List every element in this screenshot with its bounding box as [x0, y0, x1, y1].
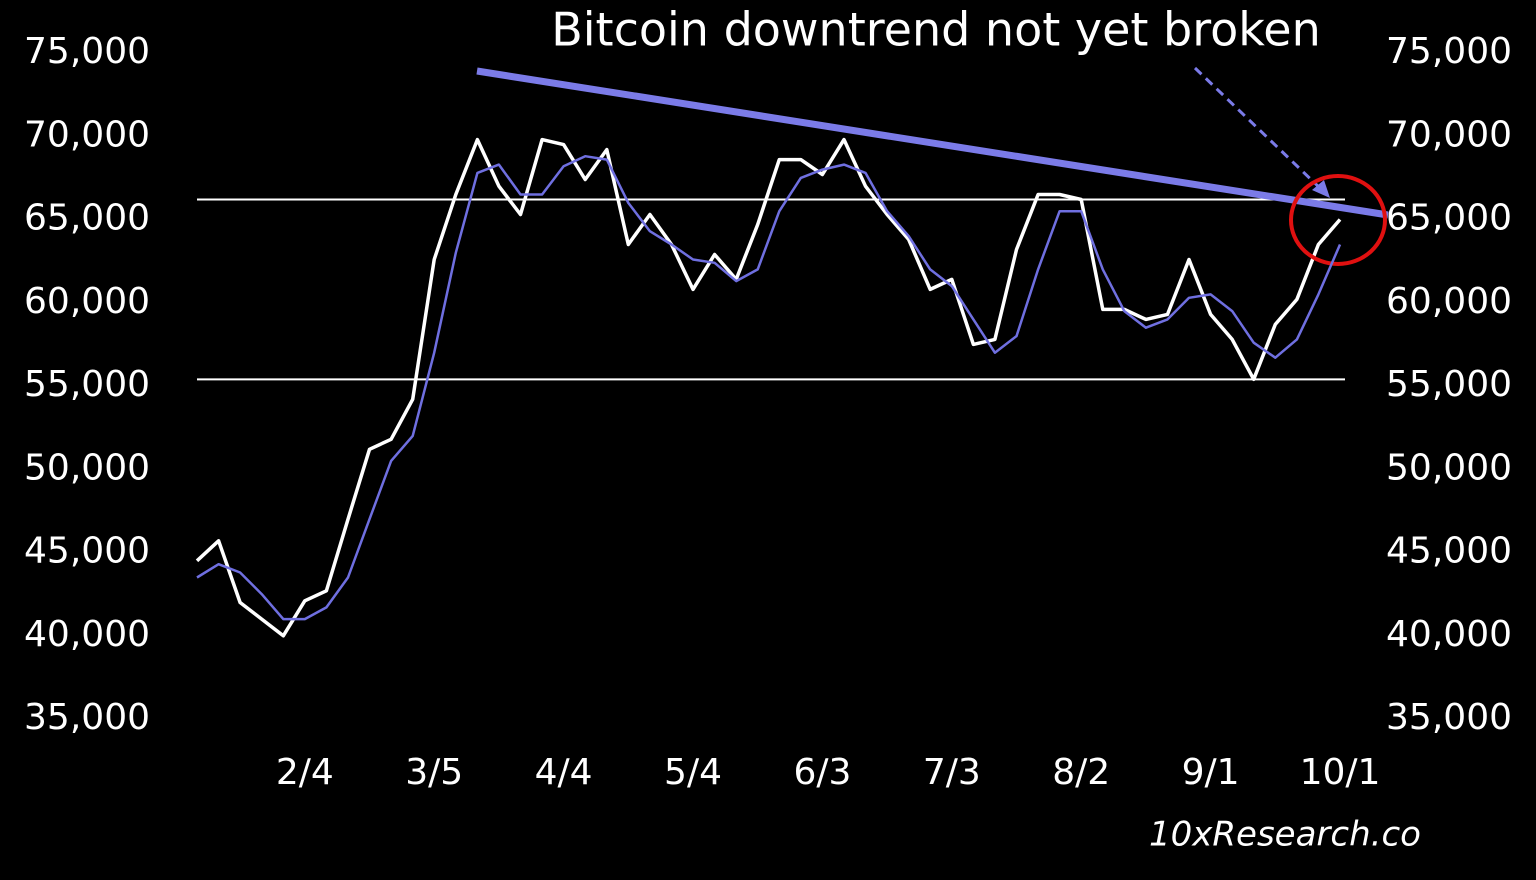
- y2-tick-label: 50,000: [1386, 447, 1512, 488]
- x-tick-label: 6/3: [793, 752, 851, 793]
- x-tick-label: 8/2: [1052, 752, 1110, 793]
- y-tick-label: 65,000: [24, 198, 150, 239]
- y-tick-label: 45,000: [24, 531, 150, 572]
- y-tick-label: 55,000: [24, 364, 150, 405]
- y2-tick-label: 75,000: [1386, 31, 1512, 72]
- y2-tick-label: 60,000: [1386, 281, 1512, 322]
- arrow: [1193, 66, 1324, 192]
- y2-tick-label: 70,000: [1386, 114, 1512, 155]
- highlight-circle: [1289, 174, 1387, 266]
- y2-tick-label: 35,000: [1386, 697, 1512, 738]
- source: 10xResearch.co: [1149, 815, 1421, 855]
- x-tick-label: 3/5: [405, 752, 463, 793]
- y2-tick-label: 40,000: [1386, 614, 1512, 655]
- y-tick-label: 50,000: [24, 447, 150, 488]
- y-tick-label: 60,000: [24, 281, 150, 322]
- y-tick-label: 40,000: [24, 614, 150, 655]
- y2-tick-label: 55,000: [1386, 364, 1512, 405]
- chart-title: Bitcoin downtrend not yet broken: [551, 3, 1321, 57]
- x-tick-label: 10/1: [1300, 752, 1381, 793]
- trendline: [476, 67, 1389, 219]
- y-tick-label: 75,000: [24, 31, 150, 72]
- series-line: [195, 137, 1342, 638]
- x-tick-label: 9/1: [1182, 752, 1240, 793]
- series-line: [196, 154, 1342, 621]
- x-tick-label: 5/4: [664, 752, 722, 793]
- arrow-head: [1312, 180, 1330, 198]
- x-tick-label: 7/3: [923, 752, 981, 793]
- y-tick-label: 35,000: [24, 697, 150, 738]
- x-tick-label: 4/4: [535, 752, 593, 793]
- y2-tick-label: 65,000: [1386, 198, 1512, 239]
- x-tick-label: 2/4: [276, 752, 334, 793]
- y2-tick-label: 45,000: [1386, 531, 1512, 572]
- y-tick-label: 70,000: [24, 114, 150, 155]
